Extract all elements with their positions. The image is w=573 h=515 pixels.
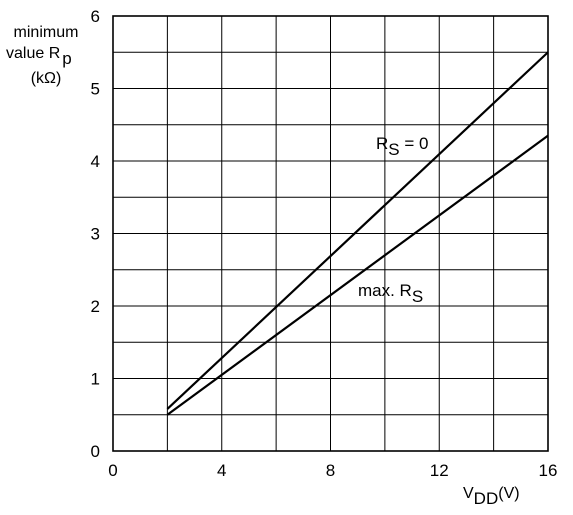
y-tick-label: 2 bbox=[91, 297, 100, 316]
x-tick-label: 8 bbox=[326, 461, 335, 480]
y-tick-label: 4 bbox=[91, 152, 100, 171]
grid bbox=[112, 15, 549, 452]
plot-frame bbox=[112, 15, 549, 452]
x-axis-title-unit: (V) bbox=[498, 485, 519, 502]
x-axis-title-main: V bbox=[463, 485, 474, 502]
x-tick-labels: 0 4 8 12 16 bbox=[108, 461, 557, 480]
y-axis-title-sub: p bbox=[62, 49, 71, 68]
series-label-maxrs: max. RS bbox=[358, 281, 423, 306]
y-axis-title-main: value R bbox=[6, 45, 60, 62]
series-label-rs0: RS = 0 bbox=[376, 134, 428, 159]
series-group bbox=[166, 51, 549, 416]
y-tick-labels: 0 1 2 3 4 5 6 bbox=[91, 7, 100, 461]
series-label-rs0-tail: = 0 bbox=[400, 134, 429, 153]
series-label-maxrs-main: max. R bbox=[358, 281, 412, 300]
y-tick-label: 5 bbox=[91, 80, 100, 99]
x-axis-title-sub: DD bbox=[474, 489, 499, 508]
series-label-rs0-main: R bbox=[376, 134, 388, 153]
series-label-rs0-sub: S bbox=[388, 140, 399, 159]
series-line-1 bbox=[166, 51, 549, 410]
y-axis-title-line3: (kΩ) bbox=[31, 70, 62, 87]
x-tick-label: 16 bbox=[539, 461, 558, 480]
x-tick-label: 4 bbox=[217, 461, 226, 480]
series-label-maxrs-sub: S bbox=[412, 287, 423, 306]
x-tick-label: 0 bbox=[108, 461, 117, 480]
y-tick-label: 6 bbox=[91, 7, 100, 26]
y-tick-label: 1 bbox=[91, 370, 100, 389]
y-tick-label: 3 bbox=[91, 225, 100, 244]
y-axis-title-line1: minimum bbox=[14, 24, 79, 41]
y-tick-label: 0 bbox=[91, 442, 100, 461]
x-axis-title: VDD(V) bbox=[463, 485, 520, 508]
series-line-2 bbox=[166, 134, 549, 416]
x-tick-label: 12 bbox=[430, 461, 449, 480]
